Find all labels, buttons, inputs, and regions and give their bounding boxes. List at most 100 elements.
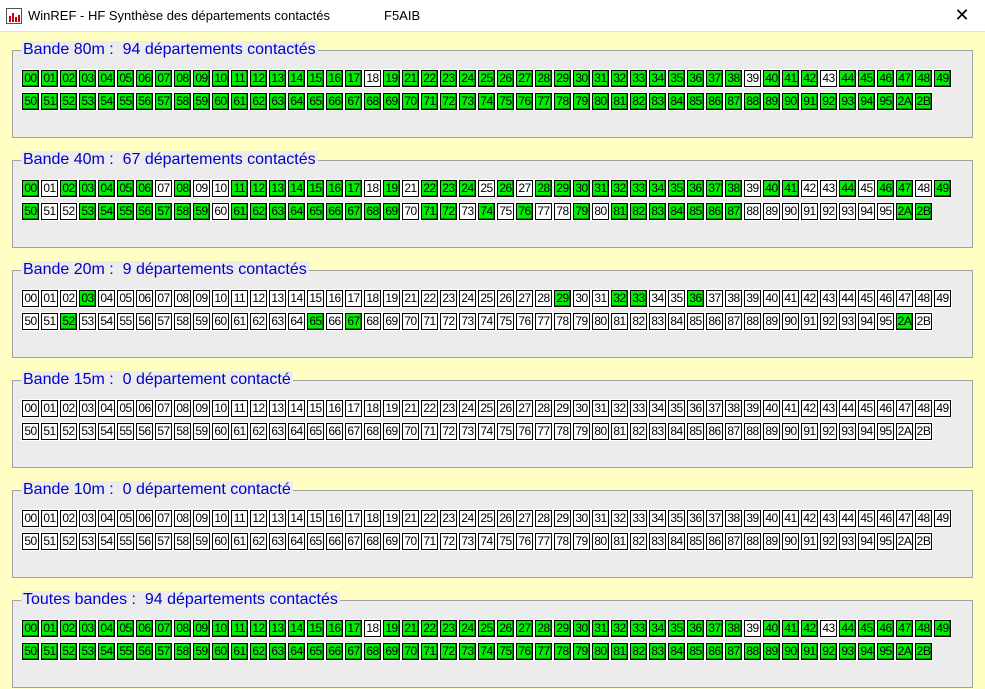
department-cell-51: 51 [40, 92, 59, 111]
department-cell-64: 64 [287, 532, 306, 551]
department-cell-16: 16 [325, 399, 344, 418]
department-cell-63: 63 [268, 92, 287, 111]
department-cell-75: 75 [496, 642, 515, 661]
department-cell-28: 28 [534, 289, 553, 308]
department-cell-12: 12 [249, 289, 268, 308]
department-cell-65: 65 [306, 642, 325, 661]
department-cell-55: 55 [116, 92, 135, 111]
department-cell-44: 44 [838, 289, 857, 308]
department-cell-47: 47 [895, 619, 914, 638]
department-cell-47: 47 [895, 399, 914, 418]
department-cell-38: 38 [724, 509, 743, 528]
department-cell-65: 65 [306, 422, 325, 441]
department-cell-78: 78 [553, 642, 572, 661]
department-cell-03: 03 [78, 619, 97, 638]
department-cell-41: 41 [781, 399, 800, 418]
department-cell-50: 50 [21, 92, 40, 111]
department-cell-44: 44 [838, 179, 857, 198]
department-cell-11: 11 [230, 509, 249, 528]
department-cell-91: 91 [800, 642, 819, 661]
department-cell-42: 42 [800, 179, 819, 198]
department-cell-67: 67 [344, 92, 363, 111]
department-cell-40: 40 [762, 619, 781, 638]
department-cell-25: 25 [477, 69, 496, 88]
department-cell-87: 87 [724, 92, 743, 111]
department-cell-65: 65 [306, 312, 325, 331]
department-cell-63: 63 [268, 202, 287, 221]
department-cell-00: 00 [21, 509, 40, 528]
department-cell-45: 45 [857, 289, 876, 308]
department-cell-85: 85 [686, 532, 705, 551]
department-cell-01: 01 [40, 509, 59, 528]
department-cell-89: 89 [762, 312, 781, 331]
department-cell-67: 67 [344, 312, 363, 331]
department-cell-67: 67 [344, 202, 363, 221]
department-cell-21: 21 [401, 399, 420, 418]
department-cell-85: 85 [686, 422, 705, 441]
department-cell-86: 86 [705, 92, 724, 111]
department-cell-15: 15 [306, 289, 325, 308]
band-title: Bande 15m : 0 département contacté [21, 371, 293, 389]
department-cell-04: 04 [97, 179, 116, 198]
department-cell-19: 19 [382, 509, 401, 528]
department-cell-73: 73 [458, 202, 477, 221]
department-cell-76: 76 [515, 312, 534, 331]
department-cell-54: 54 [97, 532, 116, 551]
department-cell-38: 38 [724, 399, 743, 418]
department-cell-37: 37 [705, 289, 724, 308]
department-cell-58: 58 [173, 422, 192, 441]
department-cell-86: 86 [705, 202, 724, 221]
department-cell-41: 41 [781, 619, 800, 638]
department-cell-68: 68 [363, 642, 382, 661]
department-cell-30: 30 [572, 509, 591, 528]
department-cell-73: 73 [458, 312, 477, 331]
department-cell-01: 01 [40, 289, 59, 308]
department-cell-23: 23 [439, 399, 458, 418]
department-cell-63: 63 [268, 532, 287, 551]
department-cell-38: 38 [724, 179, 743, 198]
department-cell-48: 48 [914, 289, 933, 308]
department-cell-49: 49 [933, 619, 952, 638]
department-cell-18: 18 [363, 399, 382, 418]
department-cell-33: 33 [629, 69, 648, 88]
department-cell-39: 39 [743, 179, 762, 198]
department-cell-60: 60 [211, 642, 230, 661]
department-cell-51: 51 [40, 202, 59, 221]
department-cell-90: 90 [781, 532, 800, 551]
department-cell-2B: 2B [914, 92, 933, 111]
department-cell-92: 92 [819, 92, 838, 111]
department-cell-17: 17 [344, 289, 363, 308]
department-cell-56: 56 [135, 202, 154, 221]
department-cell-26: 26 [496, 69, 515, 88]
department-cell-24: 24 [458, 179, 477, 198]
department-cell-94: 94 [857, 642, 876, 661]
department-cell-92: 92 [819, 642, 838, 661]
department-cell-35: 35 [667, 289, 686, 308]
department-cell-64: 64 [287, 642, 306, 661]
department-cell-18: 18 [363, 69, 382, 88]
department-cell-28: 28 [534, 69, 553, 88]
department-cell-87: 87 [724, 312, 743, 331]
department-cell-51: 51 [40, 312, 59, 331]
department-cell-36: 36 [686, 509, 705, 528]
department-cell-23: 23 [439, 179, 458, 198]
department-cell-2A: 2A [895, 532, 914, 551]
department-cell-58: 58 [173, 532, 192, 551]
department-cell-07: 07 [154, 619, 173, 638]
department-cell-26: 26 [496, 619, 515, 638]
department-cell-45: 45 [857, 399, 876, 418]
department-cell-88: 88 [743, 92, 762, 111]
department-cell-29: 29 [553, 179, 572, 198]
department-cell-89: 89 [762, 202, 781, 221]
department-cell-27: 27 [515, 509, 534, 528]
department-cell-2B: 2B [914, 642, 933, 661]
close-button[interactable]: ✕ [954, 5, 970, 25]
department-cell-81: 81 [610, 642, 629, 661]
department-cell-65: 65 [306, 532, 325, 551]
department-cell-84: 84 [667, 202, 686, 221]
department-cell-37: 37 [705, 179, 724, 198]
department-cell-49: 49 [933, 289, 952, 308]
department-cell-89: 89 [762, 92, 781, 111]
department-cell-33: 33 [629, 399, 648, 418]
department-cell-82: 82 [629, 312, 648, 331]
